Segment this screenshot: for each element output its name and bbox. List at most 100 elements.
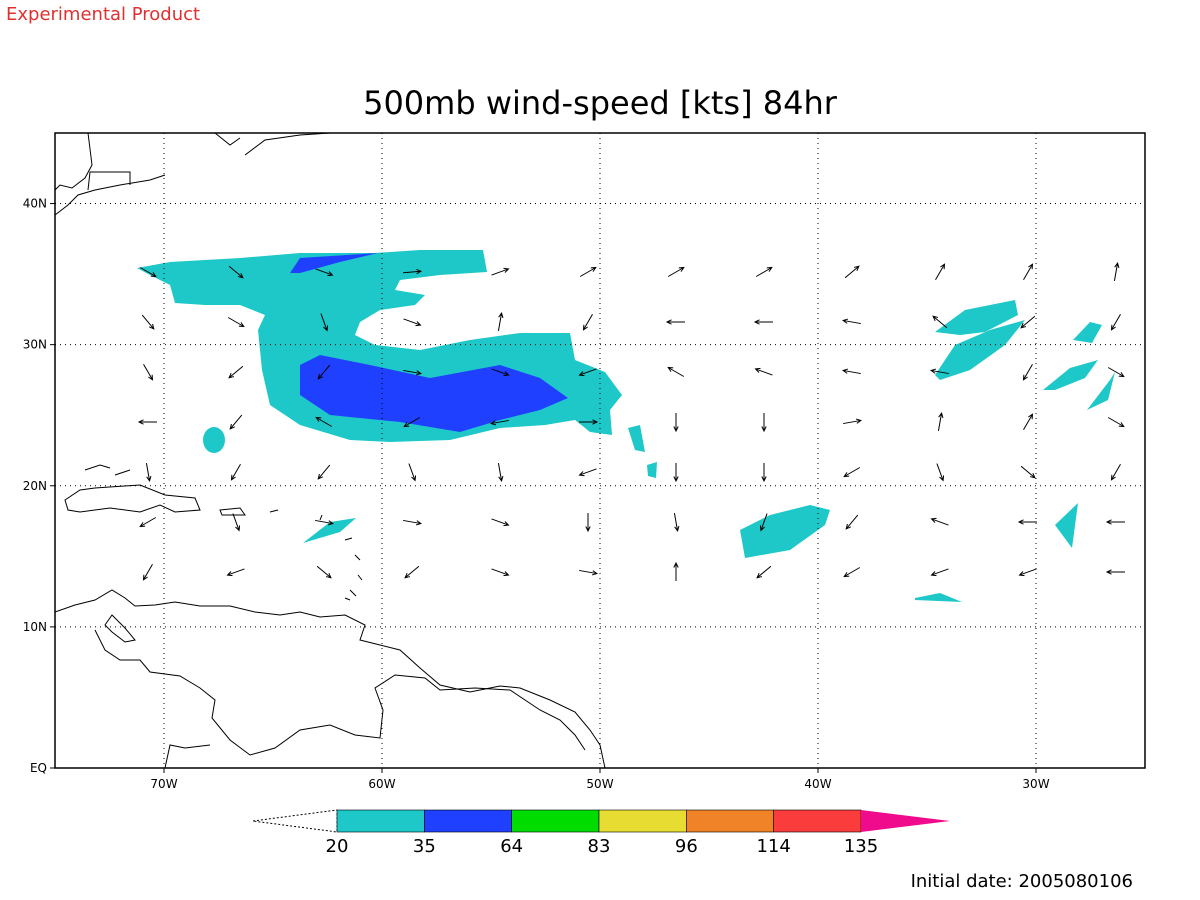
wind-arrow: [317, 464, 331, 480]
wind-arrow: [1023, 413, 1034, 431]
wind-arrow: [491, 368, 510, 377]
wind-arrow: [315, 416, 333, 427]
wind-arrow: [761, 463, 767, 483]
wind-arrow: [843, 567, 861, 578]
wind-arrow: [844, 265, 860, 279]
wind-arrow: [1018, 568, 1037, 577]
wind-arrow: [1107, 417, 1125, 428]
wind-arrow: [930, 368, 949, 375]
wind-arrow: [843, 418, 862, 425]
wind-arrow: [137, 419, 157, 425]
wind-arrows: [137, 262, 1200, 581]
colorbar-label: 20: [326, 836, 349, 857]
wind-arrow: [1017, 519, 1037, 525]
wind-arrow: [403, 369, 422, 376]
wind-arrow: [1020, 465, 1036, 479]
colorbar-under: [252, 809, 338, 833]
wind-arrow: [497, 463, 504, 482]
wind-arrow: [315, 519, 334, 526]
wind-arrow: [402, 268, 423, 275]
colorbar-label: 96: [675, 836, 698, 857]
colorbar-swatch: [686, 809, 774, 833]
wind-arrow: [229, 414, 243, 430]
wind-arrow: [1110, 463, 1121, 481]
lat-label: 40N: [23, 197, 47, 211]
wind-arrow: [230, 463, 241, 481]
wind-arrow: [1195, 470, 1200, 474]
wind-arrow: [141, 314, 155, 330]
wind-arrow: [404, 565, 420, 579]
wind-arrow: [932, 315, 948, 329]
lon-label: 60W: [368, 777, 395, 791]
wind-arrow: [842, 368, 861, 375]
wind-arrow: [930, 517, 949, 526]
wind-arrow: [753, 319, 773, 325]
wind-arrow: [1195, 570, 1200, 574]
wind-arrow: [578, 368, 597, 377]
colorbar-swatch: [511, 809, 600, 833]
wind-arrow: [317, 364, 331, 380]
lon-label: 50W: [586, 777, 613, 791]
lon-label: 40W: [804, 777, 831, 791]
wind-arrow: [227, 317, 245, 328]
wind-arrow: [497, 312, 504, 331]
wind-arrow: [228, 365, 244, 379]
wind-arrow: [582, 313, 593, 331]
wind-arrow: [490, 419, 509, 426]
wind-20-35: [137, 250, 1115, 602]
wind-arrow: [937, 412, 944, 431]
wind-arrow: [1023, 263, 1034, 281]
wind-arrow: [759, 513, 768, 532]
wind-arrow: [673, 413, 679, 433]
lat-label: EQ: [30, 761, 47, 775]
wind-arrow: [408, 463, 417, 482]
wind-arrow: [845, 514, 859, 530]
experimental-note: Experimental Product: [6, 4, 200, 25]
wind-arrow: [1105, 569, 1125, 575]
wind-arrow: [579, 419, 599, 425]
wind-arrow: [315, 268, 334, 277]
wind-arrow: [491, 518, 510, 527]
wind-arrow: [316, 565, 332, 579]
colorbar-label: 64: [500, 836, 523, 857]
wind-arrow: [145, 463, 152, 482]
wind-arrow: [143, 363, 154, 381]
wind-arrow: [1110, 313, 1121, 331]
colorbar-label: 135: [844, 836, 878, 857]
wind-arrow: [226, 568, 245, 577]
lat-label: 20N: [23, 479, 47, 493]
wind-arrow: [232, 513, 241, 532]
lon-label: 70W: [150, 777, 177, 791]
colorbar-label: 83: [588, 836, 611, 857]
wind-field: [55, 133, 1200, 768]
colorbar-swatch: [336, 809, 425, 833]
wind-arrow: [142, 563, 153, 581]
colorbar-swatch: [598, 809, 687, 833]
colorbar-label: 114: [756, 836, 790, 857]
wind-arrow: [585, 513, 591, 533]
wind-arrow: [755, 266, 773, 277]
wind-arrow: [754, 367, 773, 376]
wind-arrow: [673, 513, 680, 532]
wind-arrow: [579, 569, 598, 576]
wind-arrow: [761, 413, 767, 433]
wind-arrow: [1113, 262, 1120, 281]
colorbar-swatch: [773, 809, 862, 833]
wind-arrow: [673, 561, 679, 581]
wind-arrow: [667, 266, 685, 277]
wind-arrow: [403, 519, 422, 526]
lon-label: 30W: [1022, 777, 1049, 791]
wind-arrow: [665, 319, 685, 325]
wind-arrow: [673, 463, 679, 483]
wind-arrow: [579, 266, 597, 277]
wind-arrow: [139, 267, 157, 278]
wind-arrow: [1022, 363, 1033, 381]
wind-arrow: [1105, 519, 1125, 525]
lat-label: 30N: [23, 338, 47, 352]
wind-arrow: [936, 463, 945, 482]
wind-35-64: [290, 253, 568, 432]
wind-arrow: [320, 313, 329, 332]
coastlines: [55, 133, 606, 768]
wind-arrow: [1107, 367, 1125, 378]
